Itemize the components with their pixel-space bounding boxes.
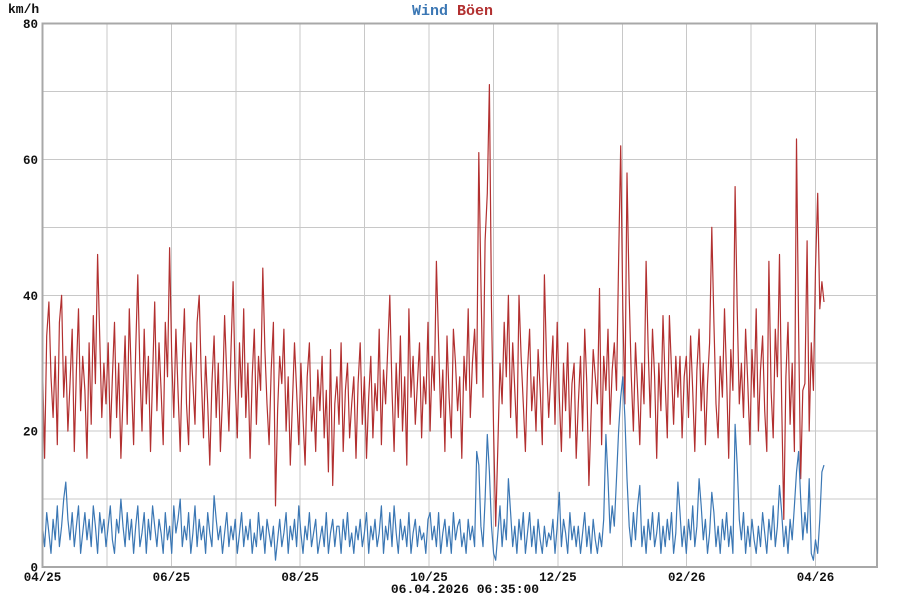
x-tick-label: 10/25 — [410, 571, 448, 585]
y-tick-label: 60 — [23, 154, 38, 168]
legend-boen-label: Böen — [457, 3, 493, 20]
series-lines — [41, 83, 825, 561]
x-tick-label: 06/25 — [153, 571, 191, 585]
timestamp-footnote: 06.04.2026 06:35:00 — [391, 582, 539, 597]
x-tick-label: 02/26 — [668, 571, 706, 585]
y-tick-label: 80 — [23, 18, 38, 32]
plot-border — [41, 22, 878, 568]
gridlines — [42, 23, 877, 567]
chart-title: Wind Böen — [412, 3, 493, 20]
x-tick-label: 04/26 — [797, 571, 835, 585]
y-tick-label: 20 — [23, 426, 38, 440]
legend-wind-label: Wind — [412, 3, 448, 20]
x-tick-label: 12/25 — [539, 571, 577, 585]
y-axis-tick-labels: 0 20 40 60 80 — [23, 18, 38, 576]
böen-line — [41, 83, 825, 527]
wind-line — [41, 376, 825, 561]
y-tick-label: 0 — [30, 562, 38, 576]
x-tick-label: 04/25 — [24, 571, 62, 585]
x-axis-tick-labels: 04/25 06/25 08/25 10/25 12/25 02/26 04/26 — [24, 571, 835, 585]
y-axis-unit-label: km/h — [8, 2, 39, 17]
x-tick-label: 08/25 — [281, 571, 319, 585]
y-tick-label: 40 — [23, 290, 38, 304]
